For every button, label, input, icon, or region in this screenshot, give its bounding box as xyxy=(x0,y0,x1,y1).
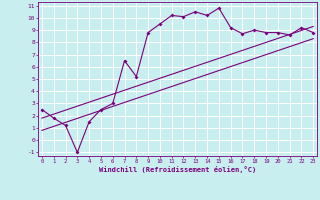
X-axis label: Windchill (Refroidissement éolien,°C): Windchill (Refroidissement éolien,°C) xyxy=(99,166,256,173)
